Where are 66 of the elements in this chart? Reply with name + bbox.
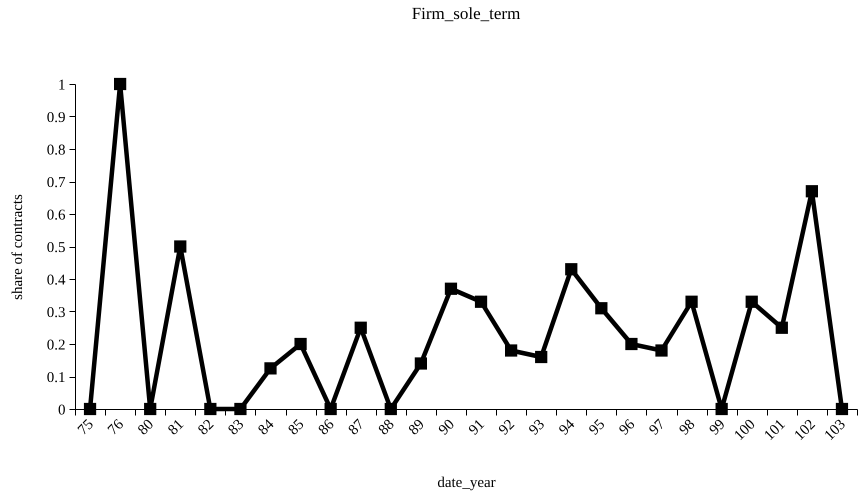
- x-tick-label: 96: [616, 416, 639, 438]
- x-tick-label: 75: [74, 416, 97, 438]
- x-tick-label: 89: [406, 416, 428, 438]
- x-tick-label: 97: [646, 416, 669, 438]
- x-tick-label: 93: [526, 416, 548, 438]
- y-tick-label: 0.6: [46, 208, 66, 224]
- x-tick-label: 94: [556, 416, 578, 438]
- point: [595, 302, 608, 314]
- x-tick-label: 87: [346, 416, 368, 438]
- y-tick-label: 0.9: [46, 110, 66, 126]
- point: [716, 402, 728, 416]
- x-tick-label: 86: [316, 416, 338, 438]
- point: [474, 296, 488, 308]
- x-tick-label: 88: [376, 416, 398, 438]
- x-tick-label: 100: [731, 416, 759, 444]
- x-tick-label: 103: [822, 416, 849, 444]
- point: [384, 402, 397, 416]
- point: [174, 240, 186, 253]
- x-tick-label: 102: [792, 416, 819, 444]
- x-tick-label: 80: [135, 416, 158, 438]
- x-tick-label: 101: [761, 416, 789, 444]
- y-tick-label: 0.7: [46, 175, 66, 191]
- x-tick-label: 90: [436, 416, 458, 438]
- point: [204, 402, 216, 416]
- x-tick-label: 95: [586, 416, 608, 438]
- y-tick-label: 0.3: [46, 305, 66, 321]
- point: [836, 402, 848, 416]
- point: [776, 322, 788, 334]
- x-tick-label: 82: [195, 416, 218, 438]
- point: [264, 362, 277, 374]
- x-tick-label: 76: [105, 416, 128, 438]
- y-tick-label: 0: [58, 402, 66, 418]
- point: [746, 296, 758, 308]
- x-tick-label: 99: [706, 416, 729, 438]
- x-tick-label: 98: [676, 416, 698, 438]
- chart-title: Firm_sole_term: [412, 4, 520, 23]
- x-tick-label: 83: [225, 416, 248, 438]
- point: [444, 282, 458, 295]
- y-tick-label: 0.2: [46, 338, 66, 354]
- point: [294, 338, 307, 350]
- point: [354, 322, 367, 334]
- point: [535, 350, 548, 364]
- x-tick-label: 91: [466, 416, 488, 438]
- x-tick-label: 85: [286, 416, 308, 438]
- point: [504, 344, 518, 357]
- x-tick-label: 81: [165, 416, 188, 438]
- point: [655, 344, 668, 357]
- point: [806, 185, 818, 198]
- y-axis-title: share of contracts: [10, 194, 26, 300]
- point: [324, 402, 337, 416]
- y-tick-label: 0.5: [46, 240, 66, 256]
- point: [414, 357, 428, 370]
- point: [114, 78, 126, 90]
- point: [685, 296, 698, 308]
- point: [625, 338, 638, 350]
- y-tick-label: 0.4: [46, 272, 66, 288]
- point: [84, 402, 96, 416]
- x-tick-label: 92: [496, 416, 518, 438]
- x-axis-title: date_year: [437, 475, 496, 492]
- x-tick-label: 84: [255, 416, 278, 438]
- y-tick-label: 1: [58, 78, 66, 94]
- point: [234, 402, 247, 416]
- y-tick-label: 0.1: [46, 370, 66, 386]
- point: [565, 263, 578, 276]
- y-tick-label: 0.8: [46, 142, 66, 158]
- point: [144, 402, 156, 416]
